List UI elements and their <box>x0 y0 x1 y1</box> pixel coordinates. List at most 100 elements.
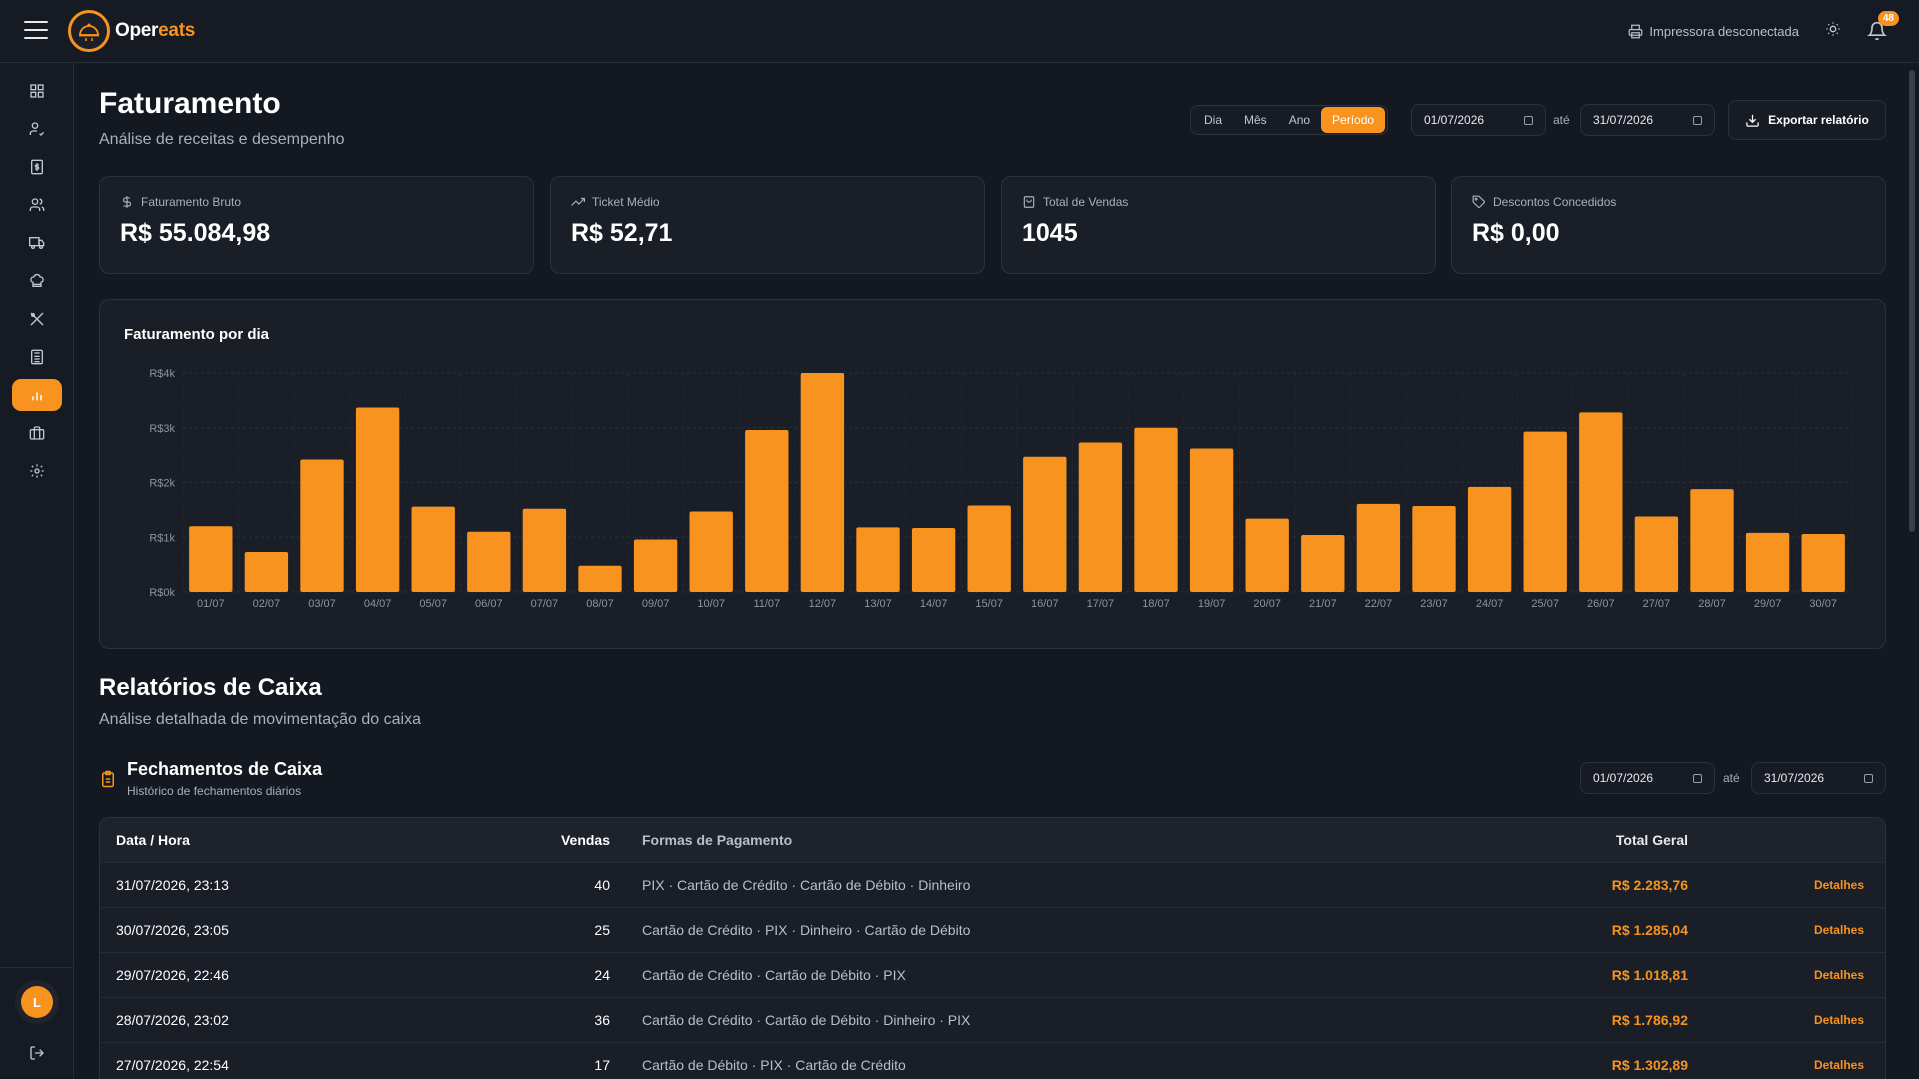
chart-bar[interactable] <box>856 527 900 592</box>
sidebar-item-business[interactable] <box>12 417 62 449</box>
date-to-input[interactable]: 31/07/2026 <box>1580 104 1715 136</box>
chart-bar[interactable] <box>467 531 511 592</box>
sidebar-item-kitchen[interactable] <box>12 265 62 297</box>
header-sales[interactable]: Vendas <box>560 832 610 848</box>
x-tick-label: 06/07 <box>475 598 503 610</box>
x-tick-label: 03/07 <box>308 598 336 610</box>
details-link[interactable]: Detalhes <box>1813 968 1864 982</box>
chart-bar[interactable] <box>189 526 233 592</box>
bar-chart-icon <box>32 392 42 401</box>
sidebar-item-cashier[interactable] <box>12 341 62 373</box>
x-tick-label: 15/07 <box>975 598 1003 610</box>
user-check-icon <box>29 122 45 136</box>
period-option-month[interactable]: Mês <box>1244 113 1267 127</box>
chart-bar[interactable] <box>689 511 733 592</box>
row-payments: PIX · Cartão de Crédito · Cartão de Débi… <box>642 877 971 893</box>
x-tick-label: 26/07 <box>1587 598 1615 610</box>
x-tick-label: 28/07 <box>1698 598 1726 610</box>
row-sales: 40 <box>594 877 610 893</box>
closings-date-from-input[interactable]: 01/07/2026 <box>1580 762 1715 794</box>
stat-value: R$ 52,71 <box>571 219 673 247</box>
notifications-bell-icon[interactable]: 48 <box>1866 10 1899 43</box>
row-date: 28/07/2026, 23:02 <box>116 1012 229 1028</box>
x-tick-label: 02/07 <box>253 598 281 610</box>
x-tick-label: 04/07 <box>364 598 392 610</box>
chart-bar[interactable] <box>1467 486 1512 592</box>
sidebar-item-menu[interactable] <box>12 303 62 335</box>
closings-subtitle: Histórico de fechamentos diários <box>127 784 302 798</box>
x-tick-label: 21/07 <box>1309 598 1337 610</box>
chart-bar[interactable] <box>967 505 1011 592</box>
period-option-range[interactable]: Período <box>1321 107 1386 133</box>
x-tick-label: 09/07 <box>642 598 670 610</box>
chart-bar[interactable] <box>1412 506 1456 592</box>
calculator-icon <box>31 349 43 365</box>
dollar-icon <box>122 196 132 208</box>
date-to-value: 31/07/2026 <box>1764 771 1825 785</box>
printer-status[interactable]: Impressora desconectada <box>1628 24 1799 39</box>
chart-bar[interactable] <box>355 407 400 592</box>
closings-date-to-input[interactable]: 31/07/2026 <box>1751 762 1886 794</box>
row-date: 29/07/2026, 22:46 <box>116 967 229 983</box>
chart-bar[interactable] <box>1745 532 1790 592</box>
stat-card-discounts: Descontos Concedidos R$ 0,00 <box>1451 176 1886 274</box>
chart-bar[interactable] <box>1023 456 1067 592</box>
sidebar-item-customers[interactable] <box>12 189 62 221</box>
clipboard-icon <box>102 770 114 788</box>
chart-bar[interactable] <box>1579 412 1623 592</box>
sidebar-item-billing[interactable] <box>12 151 62 183</box>
chart-bar[interactable] <box>1801 533 1845 592</box>
chart-bar[interactable] <box>800 373 845 592</box>
chart-bar[interactable] <box>1301 535 1345 592</box>
chart-bar[interactable] <box>411 506 455 592</box>
chart-bar[interactable] <box>1690 489 1734 592</box>
chart-bar[interactable] <box>1245 518 1289 592</box>
sidebar-item-users-check[interactable] <box>12 113 62 145</box>
period-option-year[interactable]: Ano <box>1288 113 1311 127</box>
logout-button[interactable] <box>12 1037 62 1069</box>
header-total[interactable]: Total Geral <box>1615 832 1688 848</box>
details-link[interactable]: Detalhes <box>1813 923 1864 937</box>
header-date[interactable]: Data / Hora <box>116 832 190 848</box>
chart-bar[interactable] <box>1356 503 1401 592</box>
details-link[interactable]: Detalhes <box>1813 878 1864 892</box>
sidebar-item-settings[interactable] <box>12 455 62 487</box>
row-total: R$ 2.283,76 <box>1611 877 1688 893</box>
date-from-value: 01/07/2026 <box>1424 113 1485 127</box>
sidebar-item-delivery[interactable] <box>12 227 62 259</box>
chart-bar[interactable] <box>300 459 344 592</box>
stat-card-total-sales: Total de Vendas 1045 <box>1001 176 1436 274</box>
menu-toggle-icon[interactable] <box>24 21 48 41</box>
chart-bar[interactable] <box>1189 448 1234 592</box>
details-link[interactable]: Detalhes <box>1813 1058 1864 1072</box>
chart-bar[interactable] <box>244 552 289 592</box>
chart-bar[interactable] <box>633 539 678 592</box>
closings-title: Fechamentos de Caixa <box>127 759 323 779</box>
chart-bar[interactable] <box>745 429 789 592</box>
details-link[interactable]: Detalhes <box>1813 1013 1864 1027</box>
table-header-row: Data / Hora Vendas Formas de Pagamento T… <box>100 818 1885 863</box>
stat-label: Total de Vendas <box>1043 195 1129 209</box>
chart-bar[interactable] <box>1523 431 1567 592</box>
chart-bar[interactable] <box>578 565 622 592</box>
period-option-day[interactable]: Dia <box>1204 113 1223 127</box>
date-from-value: 01/07/2026 <box>1593 771 1654 785</box>
chart-bar[interactable] <box>911 527 956 592</box>
date-from-input[interactable]: 01/07/2026 <box>1411 104 1546 136</box>
sidebar-item-reports[interactable] <box>12 379 62 411</box>
sidebar-item-dashboard[interactable] <box>12 75 62 107</box>
notification-count-badge: 48 <box>1877 10 1899 26</box>
calendar-icon <box>1693 115 1702 125</box>
export-report-button[interactable]: Exportar relatório <box>1728 100 1886 140</box>
chart-bar[interactable] <box>522 508 567 592</box>
brand-logo[interactable]: Opereats <box>68 10 195 52</box>
brand-name: Opereats <box>115 20 195 41</box>
page-scrollbar[interactable] <box>1909 70 1915 532</box>
chart-bar[interactable] <box>1634 516 1679 592</box>
user-avatar[interactable]: L <box>21 986 53 1018</box>
chart-bar[interactable] <box>1078 442 1123 592</box>
theme-toggle-sun-icon[interactable] <box>1825 21 1841 42</box>
table-row: 30/07/2026, 23:05 25 Cartão de Crédito ·… <box>100 908 1885 953</box>
receipt-dollar-icon <box>31 159 43 175</box>
chart-bar[interactable] <box>1134 427 1178 592</box>
